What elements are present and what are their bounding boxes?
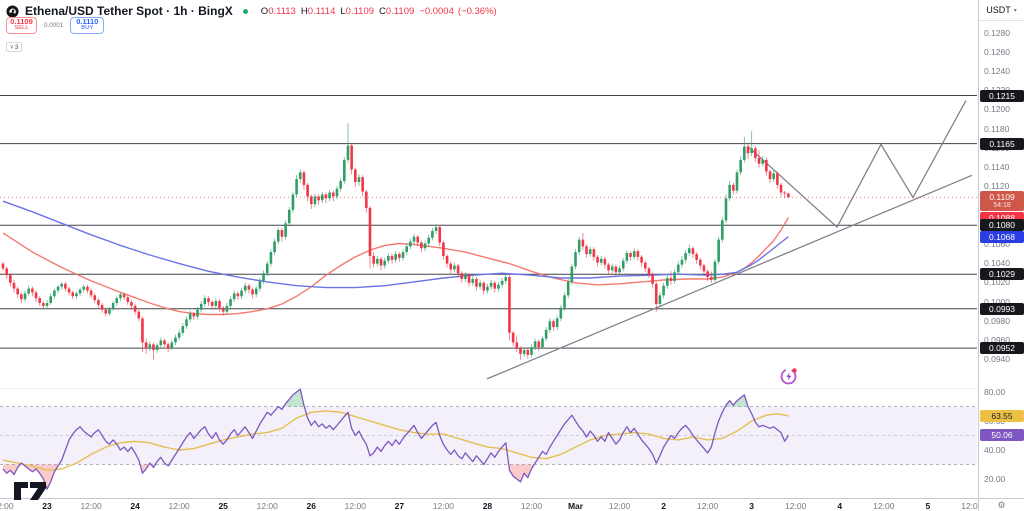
price-tick-label: 0.1260: [984, 46, 1010, 57]
price-tick-label: 0.0960: [984, 334, 1010, 345]
currency-label: USDT: [986, 5, 1011, 15]
ohlc-low-label: L: [340, 5, 346, 17]
price-tick-label: 0.1240: [984, 66, 1010, 77]
level-label: 0.1029: [980, 268, 1024, 281]
time-label-day: 24: [130, 501, 140, 511]
currency-dropdown[interactable]: USDT ▾: [979, 0, 1024, 21]
rsi-ma-line: [2, 410, 789, 471]
countdown-timer: 54:18: [993, 202, 1011, 210]
rsi-tick-label: 20.00: [984, 473, 1006, 484]
time-label-hour: 12:00: [0, 501, 14, 511]
time-label-hour: 12:00: [168, 501, 190, 511]
change-percent: (−0.36%): [457, 5, 497, 17]
time-label-hour: 12:00: [432, 501, 455, 511]
blue-ma-line: [2, 200, 789, 289]
buy-label: BUY: [81, 25, 94, 32]
rsi-band: [0, 406, 977, 465]
time-label-hour: 12:00: [520, 501, 543, 511]
chevron-down-icon: ∨: [9, 44, 14, 50]
time-label-day: 2: [661, 501, 666, 511]
change-value: −0.0004: [419, 5, 454, 17]
time-axis[interactable]: 12:002312:002412:002512:002612:002712:00…: [0, 498, 1024, 511]
ohlc-high-label: H: [300, 5, 308, 17]
time-label-day: 27: [394, 501, 405, 511]
time-label-hour: 12:00: [696, 501, 719, 511]
price-tick-label: 0.1140: [984, 162, 1010, 173]
time-label-day: Mar: [567, 501, 584, 511]
indicator-count: 3: [14, 43, 19, 51]
time-label-hour: 12:00: [608, 501, 631, 511]
buy-button[interactable]: 0.1110 BUY: [70, 16, 105, 34]
ohlc-close-label: C: [379, 5, 386, 17]
ohlc-close-value: 0.1109: [385, 5, 415, 17]
price-tick-label: 0.1200: [984, 104, 1010, 115]
level-label: 0.0993: [980, 302, 1024, 315]
price-tick-label: 0.1020: [984, 277, 1010, 288]
ohlc-low-value: 0.1109: [345, 5, 375, 17]
time-label-day: 25: [218, 501, 228, 511]
price-axis[interactable]: USDT ▾ 0.12800.12600.12400.12200.12000.1…: [978, 0, 1024, 498]
price-tick-label: 0.1000: [984, 296, 1010, 307]
sell-label: SELL: [14, 25, 29, 32]
symbol-header: Ethena/USD Tether Spot · 1h · BingX O 0.1…: [6, 3, 497, 19]
candles-series: [1, 123, 790, 360]
level-label: 0.1165: [980, 137, 1024, 150]
indicators-collapse-chip[interactable]: ∨ 3: [6, 42, 22, 52]
level-label: 0.0952: [980, 342, 1024, 355]
level-label: 0.1080: [980, 219, 1024, 232]
blue-ma-label: 0.1068: [980, 230, 1024, 243]
time-label-hour: 12:00: [80, 501, 102, 511]
ohlc-open-label: O: [260, 5, 269, 17]
market-status-dot[interactable]: [242, 8, 248, 14]
time-label-day: 26: [306, 501, 316, 511]
price-tick-label: 0.1180: [984, 123, 1010, 134]
time-label-day: 5: [925, 501, 931, 511]
time-label-hour: 12:00: [785, 501, 807, 511]
last-price-label: 0.1109 54:18: [980, 191, 1024, 212]
trade-panel: 0.1109 SELL 0.0001 0.1110 BUY: [6, 16, 105, 34]
ohlc-high-value: 0.1114: [307, 5, 336, 17]
drawings[interactable]: [486, 100, 973, 380]
level-label: 0.1215: [980, 89, 1024, 102]
ohlc-readout: O 0.1113 H 0.1114 L 0.1109 C 0.1109 −0.0004 …: [256, 6, 497, 17]
symbol-title[interactable]: Ethena/USD Tether Spot · 1h · BingX: [25, 4, 233, 18]
price-tick-label: 0.0980: [984, 315, 1010, 326]
chart-plot-area[interactable]: [0, 0, 978, 498]
sell-price: 0.1109: [10, 16, 33, 26]
chevron-down-icon: ▾: [1013, 7, 1017, 14]
ethena-logo-icon: [6, 4, 19, 18]
time-label-day: 4: [837, 501, 843, 511]
time-label-hour: 12:00: [256, 501, 278, 511]
time-label-hour: 12:00: [344, 501, 366, 511]
price-tick-label: 0.1060: [984, 238, 1010, 249]
axis-settings-button[interactable]: ⚙: [978, 498, 1024, 511]
spread-value: 0.0001: [44, 21, 64, 29]
buy-price: 0.1110: [76, 16, 99, 26]
price-tick-label: 0.1280: [984, 27, 1010, 38]
ascending-trendline: [486, 174, 973, 380]
time-label-hour: 12:00: [873, 501, 895, 511]
sell-button[interactable]: 0.1109 SELL: [6, 16, 37, 34]
price-tick-label: 0.0940: [984, 354, 1010, 365]
price-tick-label: 0.1120: [984, 181, 1010, 192]
rsi-line: [2, 388, 789, 490]
zigzag-projection: [747, 100, 967, 229]
rsi-tick-label: 40.00: [984, 444, 1006, 455]
price-tick-label: 0.1040: [984, 258, 1010, 269]
rsi-tick-label: 80.00: [984, 386, 1006, 397]
time-label-day: 3: [749, 501, 755, 511]
time-label-day: 23: [42, 501, 52, 511]
ohlc-open-value: 0.1113: [268, 5, 296, 17]
gear-icon: ⚙: [997, 499, 1006, 510]
rsi-ma-label: 63.55: [980, 409, 1024, 422]
rsi-value-label: 50.06: [980, 429, 1024, 442]
quick-trade-floating-icon[interactable]: [779, 366, 799, 386]
time-label-day: 28: [482, 501, 493, 511]
time-label-hour: 12:00: [961, 501, 983, 511]
tradingview-logo[interactable]: [12, 478, 58, 504]
